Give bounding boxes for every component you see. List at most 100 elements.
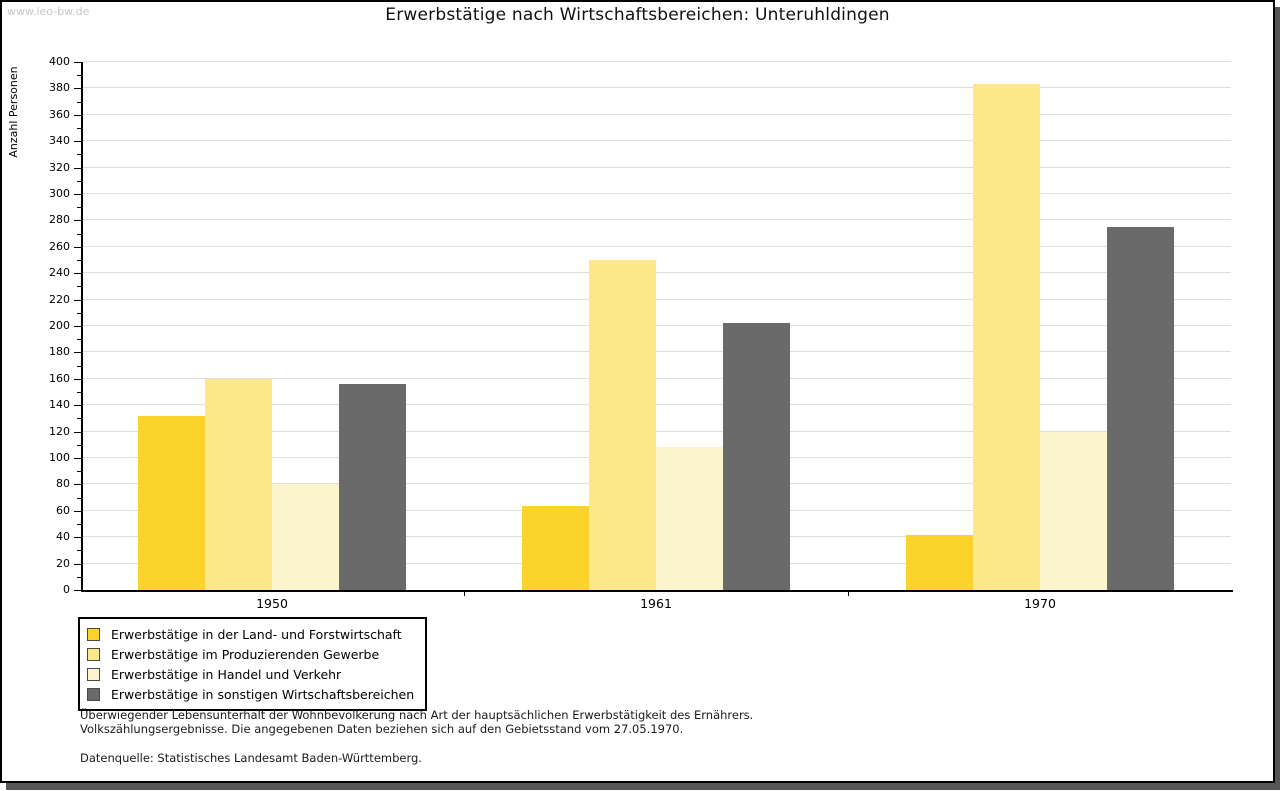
bar-1961-series-3 — [656, 447, 723, 590]
legend-label: Erwerbstätige in der Land- und Forstwirt… — [111, 626, 402, 642]
y-tick-label-40: 40 — [56, 530, 70, 544]
chart-title: Erwerbstätige nach Wirtschaftsbereichen:… — [385, 5, 890, 25]
y-tick-380 — [74, 88, 81, 90]
y-tick-label-380: 380 — [49, 81, 70, 95]
y-tick-80 — [74, 484, 81, 486]
y-tick-label-80: 80 — [56, 477, 70, 491]
gridline-380 — [83, 87, 1231, 89]
gridline-340 — [83, 140, 1231, 142]
y-tick-40 — [74, 537, 81, 539]
gridline-360 — [83, 113, 1231, 115]
legend-swatch-icon — [87, 647, 100, 661]
y-tick-label-0: 0 — [63, 583, 70, 596]
y-minor-tick-70 — [77, 497, 81, 499]
y-minor-tick-10 — [77, 576, 81, 578]
y-minor-tick-390 — [77, 75, 81, 77]
y-tick-label-240: 240 — [49, 266, 70, 280]
gridline-240 — [83, 272, 1231, 274]
y-tick-180 — [74, 352, 81, 354]
y-minor-tick-130 — [77, 418, 81, 420]
y-tick-320 — [74, 167, 81, 169]
y-tick-360 — [74, 114, 81, 116]
y-tick-label-100: 100 — [49, 451, 70, 464]
y-tick-20 — [74, 563, 81, 565]
y-tick-label-320: 320 — [49, 160, 70, 174]
gridline-200 — [83, 325, 1231, 326]
legend-item-3: Erwerbstätige in Handel und Verkehr — [87, 664, 414, 684]
y-tick-400 — [74, 62, 81, 63]
y-tick-60 — [74, 510, 81, 512]
legend-swatch-icon — [87, 667, 100, 681]
y-minor-tick-250 — [77, 260, 81, 261]
y-minor-tick-50 — [77, 524, 81, 525]
y-minor-tick-350 — [77, 128, 81, 129]
bar-1950-series-1 — [138, 415, 205, 590]
y-minor-tick-270 — [77, 233, 81, 235]
y-minor-tick-30 — [77, 550, 81, 552]
footnote-line-2: Volkszählungsergebnisse. Die angegebenen… — [80, 722, 684, 736]
y-tick-label-60: 60 — [56, 503, 70, 517]
y-tick-label-200: 200 — [49, 319, 70, 332]
plot-area: 0 20 40 60 80 100 120 140 160 180 200 220 240 260 280 3… — [49, 55, 1233, 611]
bar-1961-series-2 — [589, 260, 656, 590]
y-tick-label-340: 340 — [49, 134, 70, 148]
legend-item-2: Erwerbstätige im Produzierenden Gewerbe — [87, 644, 414, 664]
y-minor-tick-170 — [77, 365, 81, 367]
gridline-400 — [83, 61, 1231, 62]
x-axis-line — [81, 590, 1233, 592]
y-tick-260 — [74, 246, 81, 248]
data-source: Datenquelle: Statistisches Landesamt Bad… — [80, 751, 422, 765]
y-minor-tick-210 — [77, 312, 81, 314]
x-tick-label-1950: 1950 — [256, 596, 288, 611]
y-tick-label-180: 180 — [49, 345, 70, 359]
bar-1970-series-1 — [906, 534, 973, 590]
footnotes: Überwiegender Lebensunterhalt der Wohnbe… — [80, 708, 753, 765]
x-tick-label-1961: 1961 — [640, 596, 672, 611]
y-tick-300 — [74, 194, 81, 195]
y-minor-tick-330 — [77, 154, 81, 156]
x-axis-separator-tick — [848, 592, 849, 596]
x-axis-separator-tick — [464, 592, 465, 596]
y-minor-tick-310 — [77, 180, 81, 182]
y-tick-140 — [74, 405, 81, 407]
y-tick-label-220: 220 — [49, 292, 70, 306]
y-tick-280 — [74, 220, 81, 222]
y-minor-tick-150 — [77, 392, 81, 393]
y-tick-160 — [74, 378, 81, 380]
gridline-320 — [83, 166, 1231, 168]
y-tick-label-360: 360 — [49, 107, 70, 121]
footnote-line-1: Überwiegender Lebensunterhalt der Wohnbe… — [80, 708, 754, 722]
bar-1950-series-4 — [339, 384, 406, 590]
gridline-120 — [83, 430, 1231, 432]
y-tick-120 — [74, 431, 81, 433]
gridline-180 — [83, 351, 1231, 353]
bar-1970-series-2 — [973, 84, 1040, 590]
y-minor-tick-230 — [77, 286, 81, 288]
y-minor-tick-90 — [77, 471, 81, 473]
y-tick-240 — [74, 273, 81, 275]
y-tick-label-260: 260 — [49, 239, 70, 253]
y-tick-100 — [74, 458, 81, 459]
y-tick-220 — [74, 299, 81, 301]
legend-label: Erwerbstätige in sonstigen Wirtschaftsbe… — [111, 686, 415, 702]
gridline-140 — [83, 404, 1231, 406]
y-tick-0 — [74, 590, 81, 591]
y-tick-label-400: 400 — [49, 55, 70, 68]
gridline-280 — [83, 219, 1231, 221]
gridline-160 — [83, 377, 1231, 379]
y-minor-tick-190 — [77, 339, 81, 341]
bar-1970-series-3 — [1040, 431, 1107, 590]
bar-1961-series-1 — [522, 505, 589, 590]
y-minor-tick-290 — [77, 207, 81, 209]
legend-item-1: Erwerbstätige in der Land- und Forstwirt… — [87, 624, 414, 644]
bar-1970-series-4 — [1107, 227, 1174, 590]
y-tick-label-140: 140 — [49, 398, 70, 412]
y-minor-tick-370 — [77, 101, 81, 103]
y-tick-label-160: 160 — [49, 371, 70, 385]
y-tick-label-300: 300 — [49, 187, 70, 200]
legend-item-4: Erwerbstätige in sonstigen Wirtschaftsbe… — [87, 684, 414, 704]
y-tick-label-280: 280 — [49, 213, 70, 227]
gridline-300 — [83, 193, 1231, 194]
legend: Erwerbstätige in der Land- und Forstwirt… — [78, 617, 428, 711]
